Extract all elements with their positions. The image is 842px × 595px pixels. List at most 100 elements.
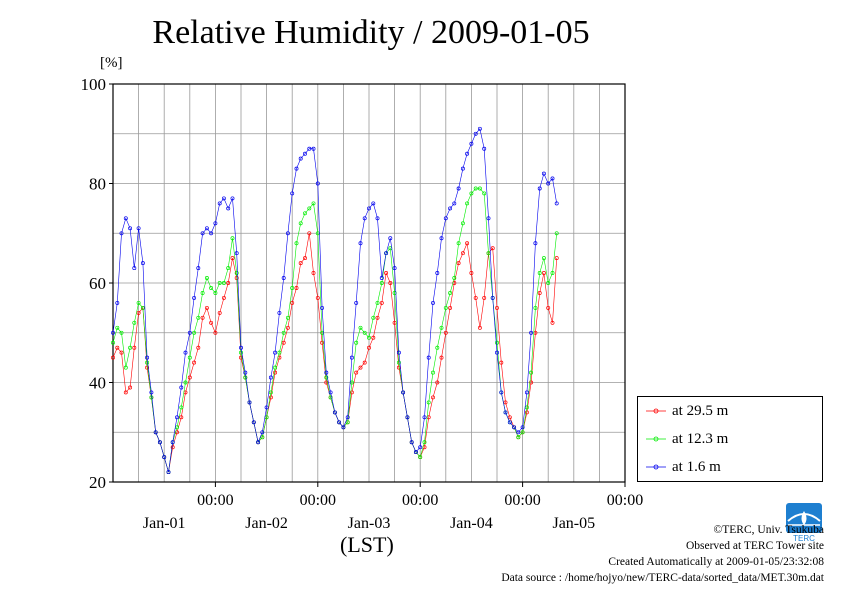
series-0-point bbox=[111, 355, 115, 360]
series-1-point bbox=[311, 201, 316, 206]
series-1-point bbox=[213, 291, 218, 295]
series-0-point bbox=[537, 291, 542, 295]
series-2-point bbox=[418, 445, 423, 450]
x-tick-date-label: Jan-01 bbox=[143, 515, 186, 532]
series-0-point bbox=[307, 231, 312, 236]
series-1-point bbox=[465, 201, 470, 206]
x-tick-time-label: 00:00 bbox=[402, 492, 438, 509]
series-1-point bbox=[149, 395, 154, 400]
series-0-point bbox=[324, 380, 329, 385]
series-0-point bbox=[435, 380, 440, 385]
series-2-point bbox=[529, 330, 534, 335]
series-0-point bbox=[477, 325, 482, 330]
series-2-point bbox=[315, 181, 320, 186]
series-0-point bbox=[311, 271, 316, 275]
series-1-point bbox=[243, 375, 248, 380]
series-2-point bbox=[354, 300, 359, 305]
observed-text: Observed at TERC Tower site bbox=[685, 540, 824, 552]
y-tick-label: 80 bbox=[89, 175, 106, 194]
series-0-point bbox=[179, 415, 184, 420]
series-0-point bbox=[550, 320, 555, 325]
series-2-point bbox=[367, 206, 371, 211]
series-2-point bbox=[512, 425, 517, 430]
series-2-point bbox=[337, 420, 342, 425]
series-1-point bbox=[354, 340, 359, 345]
series-0-point bbox=[448, 305, 453, 310]
credits: ©TERC, Univ. Tsukuba Observed at TERC To… bbox=[501, 522, 824, 586]
series-2-point bbox=[541, 171, 546, 176]
series-2-point bbox=[435, 271, 440, 275]
series-1-point bbox=[111, 340, 115, 345]
series-0-point bbox=[460, 251, 465, 256]
series-2-point bbox=[358, 241, 363, 246]
series-0-point bbox=[529, 380, 534, 385]
series-1-point bbox=[277, 350, 282, 355]
series-1-point bbox=[469, 191, 474, 196]
y-tick-label: 20 bbox=[89, 473, 106, 492]
x-axis-label: (LST) bbox=[340, 532, 394, 557]
series-1-point bbox=[473, 186, 478, 191]
x-tick-date-label: Jan-05 bbox=[552, 515, 595, 532]
series-1-point bbox=[298, 221, 303, 226]
series-0-point bbox=[495, 305, 499, 310]
series-2-point bbox=[294, 166, 299, 171]
series-1-point bbox=[217, 281, 222, 285]
series-2-point bbox=[128, 226, 133, 231]
series-1-point bbox=[128, 345, 133, 350]
legend-item-29-5m: at 29.5 m bbox=[646, 401, 728, 421]
series-2-point bbox=[392, 266, 397, 271]
series-0-point bbox=[230, 256, 235, 261]
series-2-point bbox=[362, 216, 367, 221]
series-0-point bbox=[136, 310, 141, 315]
series-2-point bbox=[341, 425, 346, 430]
series-2-point bbox=[332, 410, 337, 415]
series-1-point bbox=[294, 241, 299, 246]
series-1-point bbox=[529, 370, 534, 375]
series-2-point bbox=[345, 415, 350, 420]
series-1-point bbox=[303, 211, 307, 216]
series-1-point bbox=[482, 191, 487, 196]
series-1-point bbox=[328, 395, 333, 400]
series-2-point bbox=[213, 221, 218, 226]
series-2-point bbox=[413, 450, 418, 455]
series-1-point bbox=[200, 291, 205, 295]
series-0-point bbox=[285, 325, 290, 330]
series-2-point bbox=[221, 196, 226, 201]
series-2-point bbox=[277, 310, 282, 315]
terc-logo: TERC bbox=[786, 503, 822, 543]
series-2-point bbox=[251, 420, 256, 425]
series-0-point bbox=[298, 261, 303, 266]
series-2-point bbox=[396, 350, 401, 355]
series-1-point bbox=[375, 300, 380, 305]
series-2-point bbox=[196, 266, 201, 271]
x-tick-date-label: Jan-03 bbox=[348, 515, 391, 532]
series-2-point bbox=[516, 430, 521, 435]
chart-title: Relative Humidity / 2009-01-05 bbox=[152, 14, 590, 51]
series-0-point bbox=[226, 281, 231, 285]
series-2-point bbox=[183, 350, 188, 355]
series-0-point bbox=[132, 345, 137, 350]
series-2-point bbox=[448, 206, 453, 211]
series-2-point bbox=[149, 390, 154, 395]
series-2-point bbox=[499, 390, 504, 395]
series-2-point bbox=[273, 350, 278, 355]
series-2-point bbox=[298, 156, 303, 161]
series-2-point bbox=[256, 440, 261, 445]
series-2-point bbox=[482, 146, 487, 151]
legend-marker-12-3m bbox=[646, 436, 666, 442]
series-2-point bbox=[486, 216, 491, 221]
series-2-point bbox=[145, 355, 150, 360]
series-1-point bbox=[533, 305, 538, 310]
series-1-point bbox=[541, 256, 546, 261]
legend: at 29.5 m at 12.3 m at 1.6 m bbox=[637, 396, 823, 482]
series-0-point bbox=[315, 295, 320, 300]
series-1-point bbox=[460, 221, 465, 226]
series-0-point bbox=[303, 256, 307, 261]
series-2-point bbox=[422, 415, 427, 420]
series-2-point bbox=[179, 385, 184, 390]
series-1-point bbox=[145, 360, 150, 365]
series-2-point bbox=[123, 216, 128, 221]
series-2-point bbox=[311, 146, 316, 151]
series-1-point bbox=[239, 350, 243, 355]
series-0-point bbox=[375, 315, 380, 320]
